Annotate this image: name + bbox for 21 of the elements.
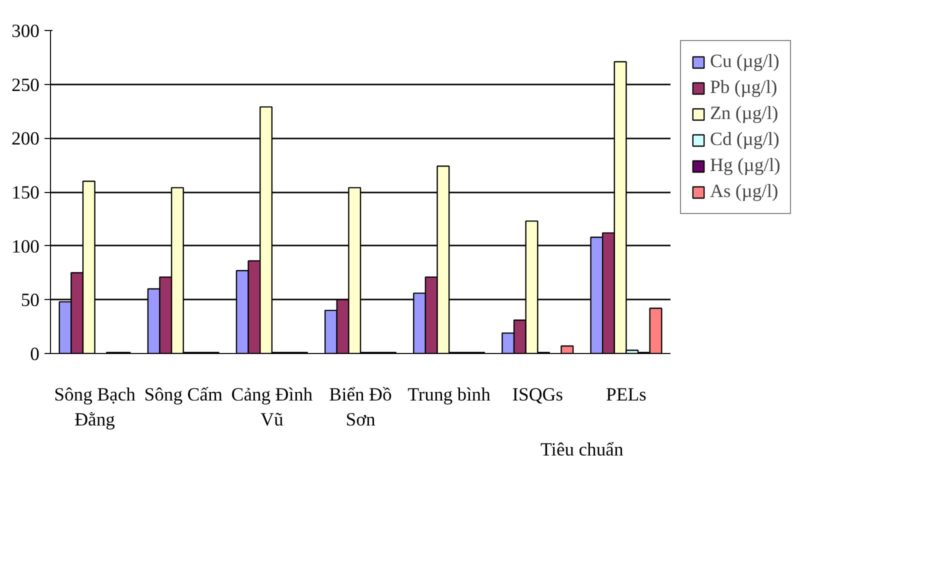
x-tick-label: ISQGs	[512, 384, 564, 406]
legend-label: Zn (µg/l)	[710, 103, 778, 125]
y-tick-label: 0	[30, 344, 40, 365]
y-tick-label: 150	[12, 182, 40, 204]
legend-label: As (µg/l)	[710, 181, 778, 203]
legend-label: Cu (µg/l)	[710, 51, 780, 73]
y-tick-label: 200	[12, 128, 40, 150]
legend-label: Pb (µg/l)	[710, 77, 778, 99]
y-tick-label: 100	[12, 236, 40, 258]
y-tick-label: 50	[20, 290, 40, 312]
x-tick-label: PELs	[606, 384, 646, 406]
legend-label: Hg (µg/l)	[710, 155, 780, 177]
legend-label: Cd (µg/l)	[710, 129, 780, 151]
x-tick-label: Biển Đồ Sơn	[329, 384, 392, 431]
y-tick-label: 300	[12, 21, 40, 42]
x-tick-label: Cảng Đình Vũ	[231, 384, 314, 431]
x-tick-label: Sông Cấm	[144, 384, 223, 406]
text: Tiêu chuẩn	[540, 440, 624, 460]
y-tick-label: 250	[12, 74, 40, 96]
x-tick-label: Sông Bạch Đằng	[54, 384, 136, 431]
x-tick-label: Trung bình	[408, 384, 492, 406]
